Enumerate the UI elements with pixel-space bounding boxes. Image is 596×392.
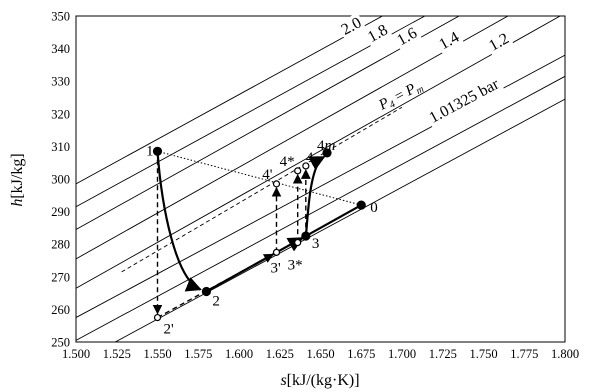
state-point [294, 238, 302, 247]
isobar-line [76, 16, 460, 230]
state-label: 3 [312, 236, 320, 252]
y-tick-label: 260 [51, 303, 70, 317]
state-label: 1 [146, 143, 154, 159]
isobar-line [76, 16, 426, 208]
isobar-label-bg [392, 22, 422, 51]
x-tick-label: 1.575 [184, 347, 212, 361]
process-3-0 [305, 204, 362, 238]
isobar-label-bg [483, 28, 514, 56]
state-label: 0 [370, 200, 378, 216]
isobar-line [76, 16, 383, 185]
y-tick-label: 290 [51, 205, 70, 219]
x-tick-label: 1.600 [225, 347, 253, 361]
isobar-label: 1.6 [394, 25, 420, 50]
isobar-label-bg [424, 73, 505, 128]
x-tick-label: 1.750 [469, 347, 497, 361]
state-label: 4 [306, 150, 314, 166]
process-2'-3' [157, 253, 274, 319]
state-label-part: m [325, 138, 336, 154]
y-tick-label: 320 [51, 107, 70, 121]
isobar-line [76, 75, 565, 341]
x-tick-label: 1.700 [388, 347, 416, 361]
x-tick-label: 1.500 [62, 347, 90, 361]
state-point [153, 313, 162, 322]
y-axis-var: h [9, 199, 26, 207]
state-point [294, 167, 302, 175]
y-tick-label: 300 [51, 173, 70, 187]
isobar-label-bg [362, 19, 393, 47]
dashed-isobar-eq: = [389, 85, 411, 107]
y-tick-label: 340 [51, 42, 70, 56]
y-tick-label: 330 [51, 75, 70, 89]
process-1-2 [156, 151, 202, 292]
x-tick-label: 1.525 [103, 347, 131, 361]
state-label: 4' [262, 167, 273, 183]
x-axis-unit: [kJ/(kg·K)] [287, 372, 360, 389]
state-point [322, 148, 332, 158]
state-label-part: 4 [317, 138, 325, 154]
state-label: 2' [164, 322, 175, 338]
isobar-label: 1.01325 bar [426, 75, 502, 126]
isobar-label: 1.4 [436, 29, 462, 54]
isobar-label-bg [336, 12, 367, 40]
isobar-label: 1.2 [486, 30, 512, 55]
isobar-line [76, 16, 509, 260]
y-tick-label: 350 [51, 10, 70, 24]
state-label: 4m [317, 138, 336, 154]
isobar-label: 1.8 [365, 21, 391, 46]
state-point [201, 286, 211, 297]
y-tick-label: 280 [51, 238, 70, 252]
state-label: 3* [288, 258, 303, 274]
isobar-label: 2.0 [339, 14, 365, 39]
state-label: 4* [280, 154, 295, 170]
y-tick-label: 250 [51, 336, 70, 350]
x-tick-label: 1.625 [266, 347, 294, 361]
isobar-line [76, 16, 561, 289]
dashed-isobar-label: P4 = Pm [375, 78, 425, 116]
isobar-label-bg [434, 26, 464, 55]
process-0-1 [157, 150, 362, 206]
dashed-isobar-sub: 4 [388, 99, 398, 111]
state-label: 3' [270, 260, 281, 276]
plot-frame [75, 15, 566, 343]
dashed-isobar-rhs-sub: m [414, 84, 426, 97]
y-axis-title: h[kJ/kg] [9, 153, 26, 206]
state-point [152, 146, 163, 156]
state-point [302, 162, 310, 170]
x-tick-label: 1.775 [510, 347, 538, 361]
x-axis-title: s[kJ/(kg·K)] [280, 372, 359, 389]
x-axis-var: s [280, 372, 286, 389]
state-point [272, 180, 281, 188]
y-axis-unit: [kJ/kg] [9, 153, 26, 198]
state-point [301, 231, 311, 241]
x-tick-label: 1.650 [306, 347, 334, 361]
x-tick-label: 1.800 [551, 347, 579, 361]
x-tick-label: 1.675 [347, 347, 375, 361]
dashed-isobar-line [121, 106, 403, 273]
state-point [356, 200, 366, 210]
x-tick-label: 1.550 [143, 347, 171, 361]
y-tick-label: 270 [51, 270, 70, 284]
state-label: 2 [212, 293, 220, 309]
x-tick-label: 1.725 [429, 347, 457, 361]
state-point [272, 248, 281, 256]
y-tick-label: 310 [51, 140, 70, 154]
process-2-3 [205, 237, 304, 293]
process-3-4m [304, 155, 326, 237]
